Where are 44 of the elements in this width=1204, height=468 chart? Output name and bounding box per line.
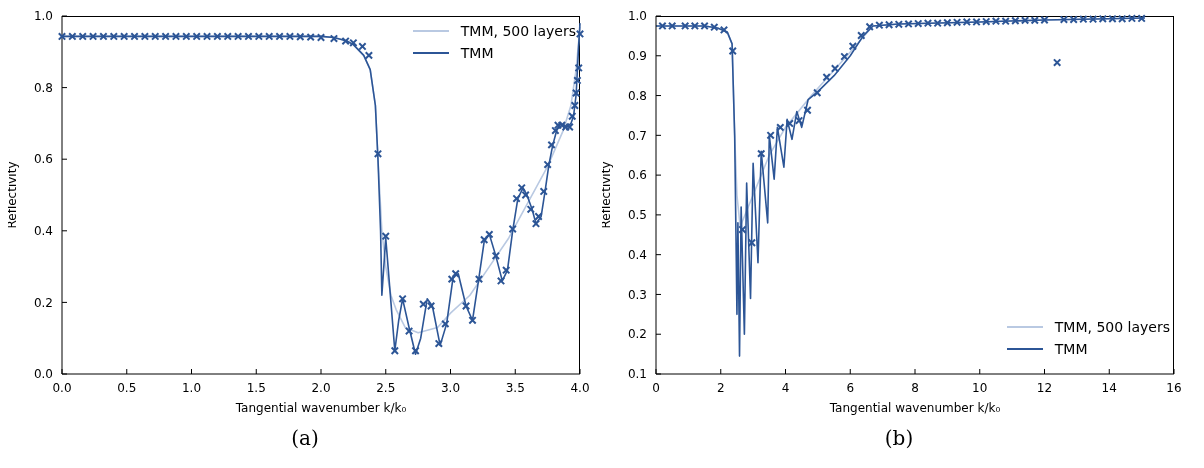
y-tick-label: 1.0 <box>33 9 53 24</box>
y-tick-label: 0.6 <box>33 152 53 167</box>
y-tick-label: 0.6 <box>627 168 647 183</box>
legend-label: TMM <box>1054 340 1088 359</box>
y-tick-label: 0.0 <box>33 367 53 382</box>
x-tick-label: 2.5 <box>376 380 396 395</box>
legend-label: TMM, 500 layers <box>1054 318 1170 337</box>
y-tick-label: 1.0 <box>627 9 647 24</box>
x-tick-label: 16 <box>1166 380 1182 395</box>
x-tick-label: 14 <box>1101 380 1117 395</box>
y-axis-title: Reflectivity <box>599 161 614 229</box>
y-tick-label: 0.2 <box>627 327 647 342</box>
text: (a) <box>290 426 320 450</box>
x-tick-label: 3.5 <box>505 380 525 395</box>
x-tick-label: 0.5 <box>117 380 137 395</box>
legend-label: TMM <box>460 44 494 63</box>
y-tick-label: 0.5 <box>627 208 647 223</box>
y-tick-label: 0.2 <box>33 295 53 310</box>
y-tick-label: 0.4 <box>627 247 647 262</box>
x-tick-label: 12 <box>1036 380 1053 395</box>
y-tick-label: 0.9 <box>627 49 647 64</box>
x-tick-label: 10 <box>972 380 988 395</box>
x-tick-label: 8 <box>911 380 919 395</box>
y-tick-label: 0.1 <box>627 367 647 382</box>
y-tick-label: 0.7 <box>627 128 647 143</box>
x-tick-label: 1.5 <box>246 380 266 395</box>
x-tick-label: 0 <box>652 380 660 395</box>
y-tick-label: 0.4 <box>33 224 53 239</box>
y-axis-title: Reflectivity <box>5 161 20 229</box>
x-tick-label: 6 <box>846 380 855 395</box>
x-tick-label: 4.0 <box>570 380 590 395</box>
x-tick-label: 1.0 <box>181 380 202 395</box>
x-axis-title: Tangential wavenumber k/k₀ <box>828 401 1001 415</box>
x-axis-title: Tangential wavenumber k/k₀ <box>234 401 407 415</box>
x-tick-label: 3.0 <box>440 380 461 395</box>
x-tick-label: 4 <box>781 380 790 395</box>
text: (b) <box>883 426 915 450</box>
y-tick-label: 0.3 <box>627 287 647 302</box>
x-tick-label: 0.0 <box>52 380 72 395</box>
y-tick-label: 0.8 <box>627 88 647 103</box>
x-tick-label: 2.0 <box>311 380 331 395</box>
y-tick-label: 0.8 <box>33 80 53 95</box>
x-tick-label: 2 <box>716 380 725 395</box>
legend-label: TMM, 500 layers <box>460 22 576 41</box>
